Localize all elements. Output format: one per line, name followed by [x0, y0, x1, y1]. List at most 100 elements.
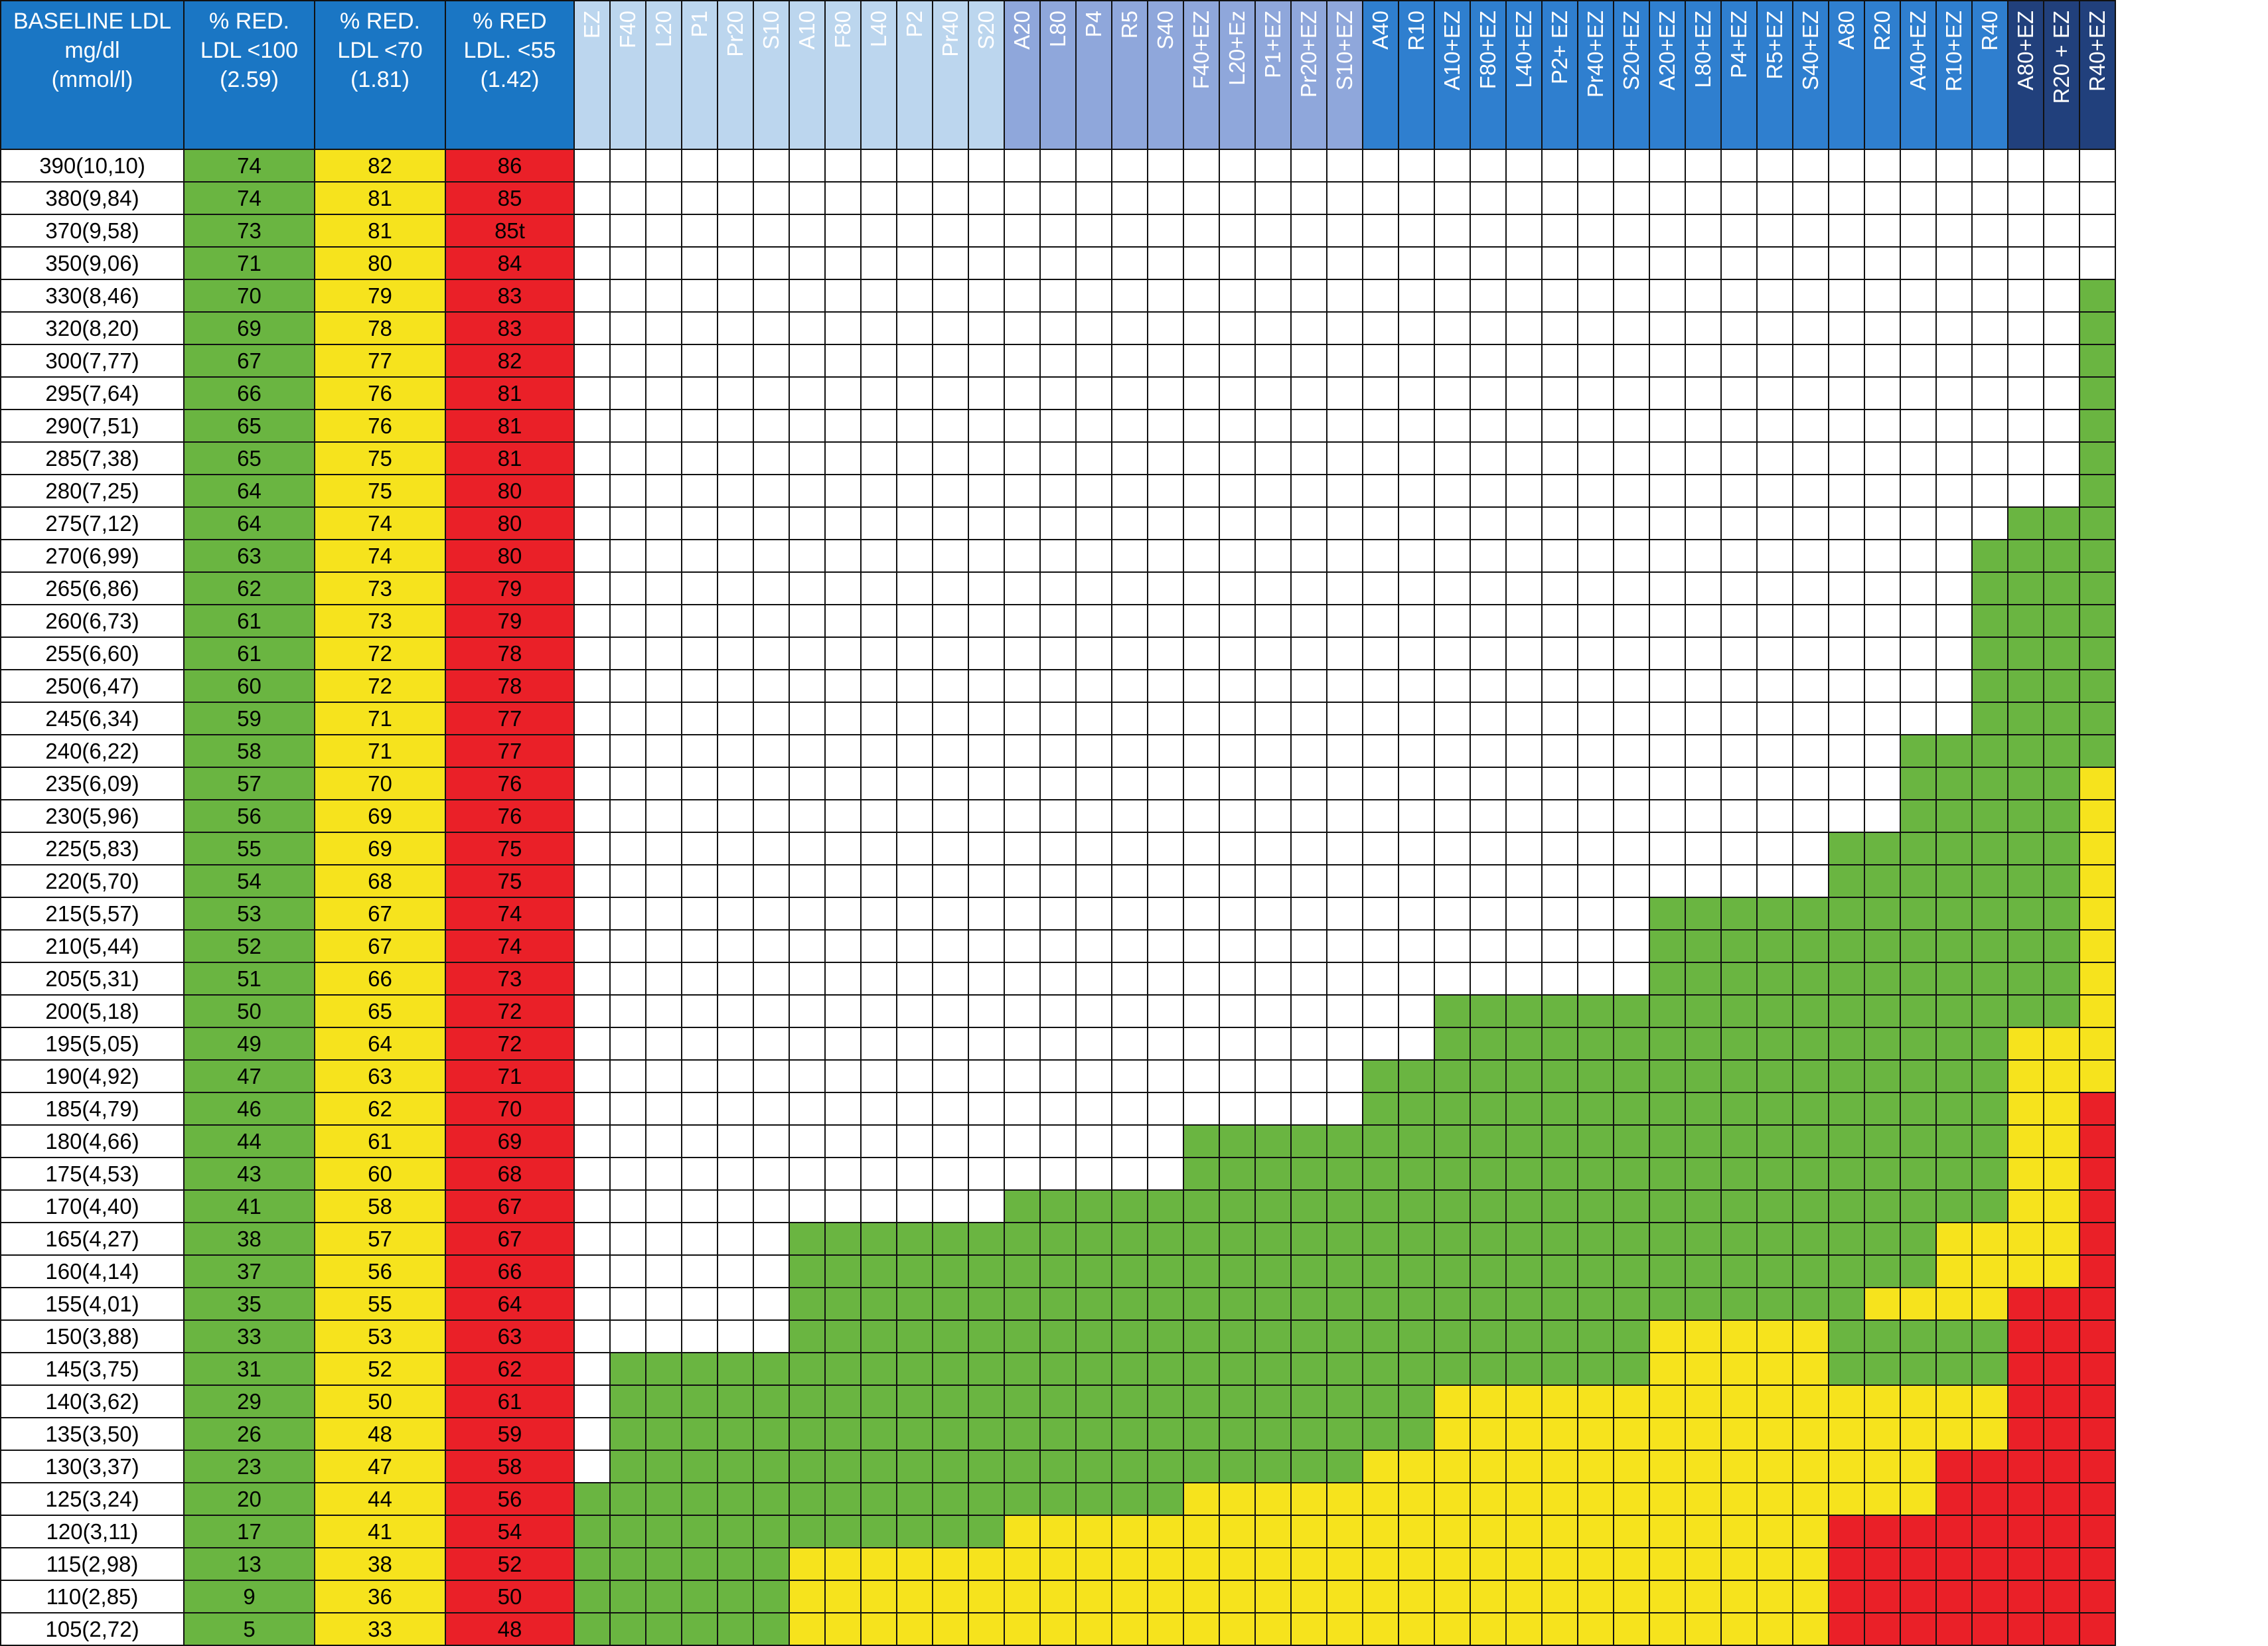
drug-cell — [1075, 734, 1112, 768]
drug-cell — [1362, 1027, 1399, 1061]
drug-cell — [1577, 506, 1614, 540]
drug-cell — [824, 636, 862, 670]
drug-cell — [2079, 864, 2116, 898]
drug-cell — [753, 1027, 790, 1061]
drug-cell — [1685, 1547, 1722, 1581]
table-row: 240(6,22) 58 71 77 — [0, 734, 2116, 768]
drug-cell — [860, 1612, 897, 1646]
drug-cell — [789, 1612, 826, 1646]
baseline-ldl-cell: 150(3,88) — [0, 1319, 185, 1353]
drug-cell — [1219, 1450, 1256, 1483]
drug-cell — [1004, 832, 1041, 865]
reduction-55-cell: 81 — [445, 376, 575, 410]
drug-cell — [645, 214, 682, 248]
drug-cell — [609, 1352, 646, 1386]
drug-cell — [1828, 799, 1865, 833]
table-row: 185(4,79) 46 62 70 — [0, 1092, 2116, 1126]
reduction-70-cell: 71 — [314, 702, 446, 735]
drug-cell — [1505, 799, 1543, 833]
table-row: 215(5,57) 53 67 74 — [0, 897, 2116, 931]
drug-cell — [1111, 149, 1148, 183]
drug-cell — [1004, 1580, 1041, 1613]
drug-cell — [573, 669, 611, 703]
drug-cell — [1971, 1092, 2008, 1126]
drug-cell — [1434, 181, 1471, 215]
drug-cell — [1398, 1189, 1435, 1223]
drug-cell — [1039, 702, 1077, 735]
reduction-70-cell: 66 — [314, 962, 446, 996]
drug-cell — [609, 409, 646, 443]
drug-cell — [1649, 181, 1686, 215]
drug-cell — [1326, 962, 1363, 996]
drug-cell — [1649, 1124, 1686, 1158]
drug-cell — [681, 669, 718, 703]
drug-cell — [1792, 669, 1829, 703]
drug-cell — [2007, 1352, 2044, 1386]
drug-cell — [932, 506, 969, 540]
drug-cell — [1039, 832, 1077, 865]
drug-cell — [824, 864, 862, 898]
drug-cell — [1219, 994, 1256, 1028]
drug-cell — [1183, 994, 1220, 1028]
drug-cell — [896, 376, 933, 410]
table-row: 300(7,77) 67 77 82 — [0, 344, 2116, 378]
drug-cell — [1219, 1222, 1256, 1256]
drug-cell — [1398, 669, 1435, 703]
drug-cell — [1434, 832, 1471, 865]
drug-cell — [1326, 1287, 1363, 1321]
drug-cell — [932, 376, 969, 410]
drug-cell — [1111, 1222, 1148, 1256]
drug-cell — [1756, 1157, 1793, 1191]
drug-cell — [1792, 1547, 1829, 1581]
drug-cell — [1434, 1059, 1471, 1093]
drug-cell — [1541, 1319, 1578, 1353]
baseline-ldl-cell: 390(10,10) — [0, 149, 185, 183]
drug-cell — [753, 864, 790, 898]
drug-cell — [1971, 897, 2008, 931]
reduction-55-cell: 61 — [445, 1384, 575, 1418]
drug-cell — [645, 832, 682, 865]
drug-cell — [1649, 1547, 1686, 1581]
drug-cell — [789, 702, 826, 735]
reduction-100-cell: 33 — [183, 1319, 315, 1353]
drug-cell — [932, 1027, 969, 1061]
drug-cell — [1039, 799, 1077, 833]
drug-cell — [1756, 1092, 1793, 1126]
drug-label: A20+EZ — [1655, 11, 1679, 91]
drug-cell — [1541, 767, 1578, 800]
drug-cell — [1075, 1547, 1112, 1581]
drug-cell — [681, 539, 718, 573]
drug-cell — [1075, 344, 1112, 378]
drug-cell — [609, 1482, 646, 1516]
drug-cell — [1398, 1027, 1435, 1061]
reduction-70-cell: 78 — [314, 311, 446, 345]
table-row: 370(9,58) 73 81 85t — [0, 214, 2116, 248]
drug-cell — [1935, 1547, 1973, 1581]
drug-cell — [789, 636, 826, 670]
drug-cell — [860, 702, 897, 735]
drug-cell — [1075, 832, 1112, 865]
drug-cell — [1720, 734, 1758, 768]
drug-cell — [1935, 539, 1973, 573]
drug-cell — [1649, 962, 1686, 996]
drug-cell — [1183, 1384, 1220, 1418]
drug-cell — [1147, 214, 1184, 248]
drug-cell — [1971, 1222, 2008, 1256]
drug-cell — [2079, 376, 2116, 410]
drug-cell — [1290, 799, 1327, 833]
drug-cell — [1004, 409, 1041, 443]
drug-cell — [1004, 1515, 1041, 1548]
drug-cell — [1577, 149, 1614, 183]
drug-cell — [1505, 246, 1543, 280]
drug-cell — [1219, 1384, 1256, 1418]
drug-cell — [1649, 669, 1686, 703]
drug-label: A10+EZ — [1440, 11, 1464, 91]
drug-cell — [1685, 344, 1722, 378]
drug-cell — [1792, 376, 1829, 410]
drug-cell — [1470, 636, 1507, 670]
drug-cell — [645, 1319, 682, 1353]
drug-cell — [1613, 994, 1650, 1028]
drug-cell — [1075, 539, 1112, 573]
reduction-100-cell: 59 — [183, 702, 315, 735]
drug-cell — [932, 1417, 969, 1451]
